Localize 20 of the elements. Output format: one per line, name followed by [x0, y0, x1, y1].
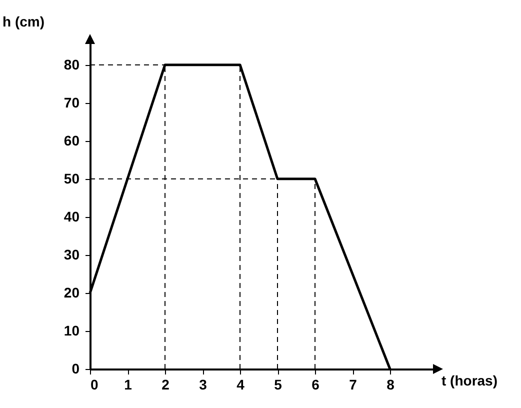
y-tick-label: 50 — [64, 170, 80, 186]
x-tick-label: 7 — [349, 376, 358, 392]
y-tick-label: 10 — [64, 322, 80, 338]
y-tick-label: 60 — [64, 132, 80, 148]
x-tick-label: 2 — [162, 376, 170, 392]
x-axis-title: t (horas) — [442, 372, 498, 388]
x-tick-label: 6 — [312, 376, 320, 392]
x-tick-label: 1 — [124, 376, 132, 392]
y-tick-label: 30 — [64, 246, 80, 262]
y-tick-label: 80 — [64, 56, 80, 72]
x-tick-label: 0 — [90, 376, 98, 392]
y-tick-label: 0 — [72, 360, 80, 376]
y-tick-label: 20 — [64, 284, 80, 300]
x-tick-label: 8 — [386, 376, 395, 392]
x-tick-label: 4 — [236, 376, 245, 392]
y-tick-label: 70 — [64, 94, 80, 110]
x-tick-label: 5 — [274, 376, 282, 392]
x-tick-label: 3 — [199, 376, 208, 392]
y-axis-title: h (cm) — [2, 14, 44, 30]
y-tick-label: 40 — [64, 208, 80, 224]
